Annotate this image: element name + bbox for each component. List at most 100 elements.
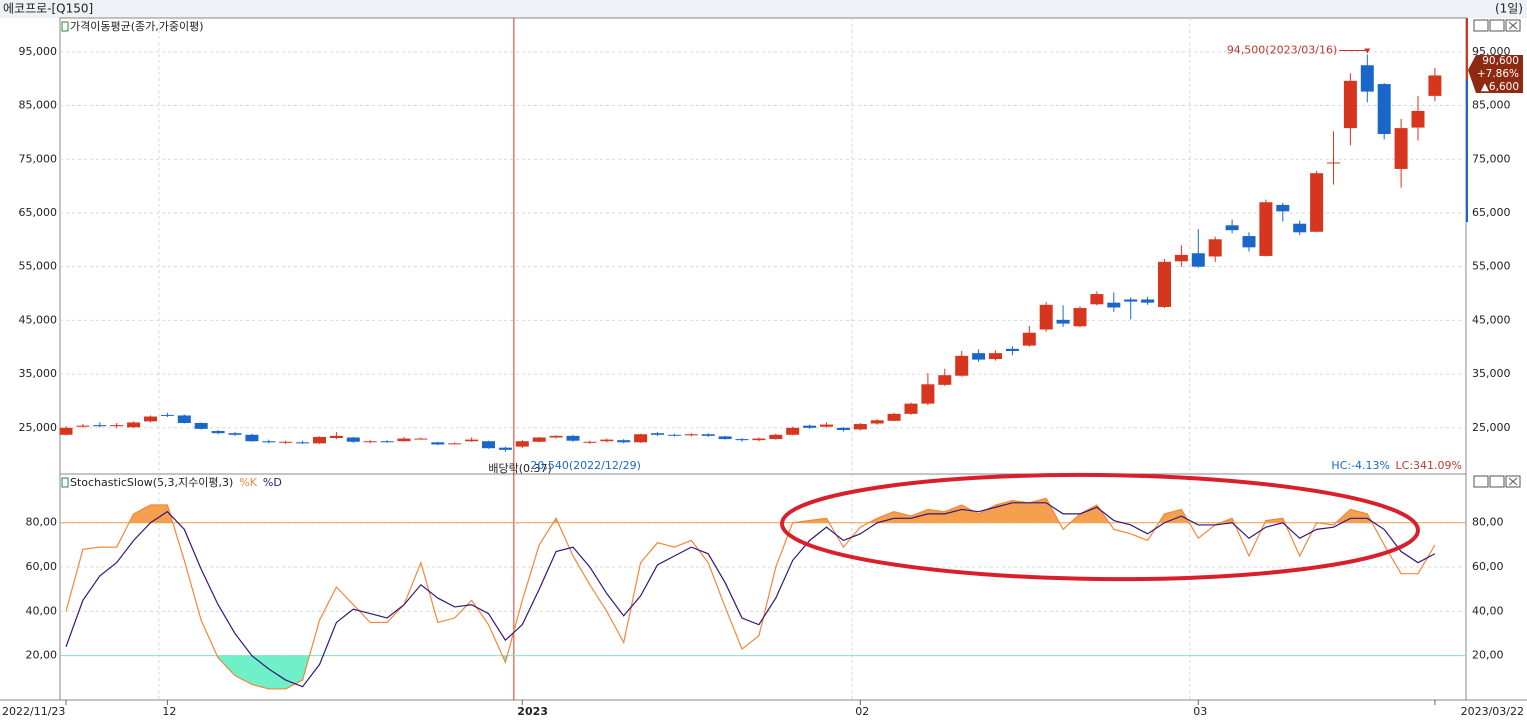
candle-body <box>211 431 225 434</box>
y-tick-label-right: 20,00 <box>1472 649 1504 662</box>
candle-body <box>1394 128 1408 169</box>
title-bar <box>0 0 1527 18</box>
candle-body <box>414 438 428 440</box>
candle-body <box>313 436 326 444</box>
badge-price: 90,600 <box>1482 55 1519 67</box>
candle-body <box>1343 80 1357 129</box>
candle-body <box>177 415 191 423</box>
stochastic-title: StochasticSlow(5,3,지수이평,3) <box>70 476 233 489</box>
period-label: (1일) <box>1495 2 1523 16</box>
series-line <box>65 497 1436 690</box>
candle-body <box>1242 236 1256 248</box>
candle-body <box>93 425 107 427</box>
candle-body <box>1124 299 1138 302</box>
candle-body <box>887 413 901 421</box>
candle-body <box>1141 299 1155 303</box>
max-marker-arrow <box>1364 48 1371 54</box>
candle-body <box>228 433 242 435</box>
candle-body <box>938 375 952 385</box>
candle-body <box>684 434 698 436</box>
candle-body <box>482 441 495 449</box>
legend-entry: %K <box>239 476 257 489</box>
oversold-fill <box>217 655 508 689</box>
y-tick-label-right: 80,00 <box>1472 516 1504 529</box>
candle-body <box>498 447 512 450</box>
candle-body <box>1377 84 1391 135</box>
candle-body <box>380 441 394 443</box>
y-tick-label: 55,000 <box>19 260 58 273</box>
candle-body <box>769 434 783 440</box>
candle-body <box>735 439 749 441</box>
y-tick-label-right: 85,000 <box>1472 99 1511 112</box>
candle-body <box>1225 225 1239 231</box>
y-tick-label: 75,000 <box>19 152 58 165</box>
lc-label: LC:341.09% <box>1396 459 1462 472</box>
candle-body <box>651 433 664 435</box>
y-tick-label: 40,00 <box>26 604 58 617</box>
candle-body <box>1039 304 1053 330</box>
candle-body <box>1276 204 1290 212</box>
candle-body <box>296 442 310 444</box>
price-panel-controls[interactable] <box>1473 19 1521 32</box>
candle-body <box>363 441 377 443</box>
candle-body <box>600 439 614 442</box>
y-tick-label-right: 55,000 <box>1472 260 1511 273</box>
candle-body <box>1158 261 1171 307</box>
candle-body <box>1005 348 1019 352</box>
y-tick-label: 80,00 <box>26 516 58 529</box>
candle-body <box>1411 110 1425 128</box>
max-label: 94,500(2023/03/16) <box>1227 44 1337 57</box>
y-tick-label-right: 25,000 <box>1472 421 1511 434</box>
candle-body <box>583 441 597 443</box>
candle-body <box>397 438 411 442</box>
y-tick-label: 20,00 <box>26 649 58 662</box>
candle-body <box>194 422 208 429</box>
badge-change-pct: +7.86% <box>1477 68 1519 80</box>
y-tick-label-right: 95,000 <box>1472 45 1511 58</box>
y-tick-label: 25,000 <box>19 421 58 434</box>
price-legend: 가격이동평균(종가,가중이평) <box>70 20 204 33</box>
candle-body <box>515 441 529 447</box>
candle-body <box>634 434 648 443</box>
candle-body <box>1327 162 1340 164</box>
candle-body <box>870 420 884 424</box>
series-line <box>65 502 1436 688</box>
x-tick-label: 2023/03/22 <box>1461 705 1524 718</box>
candle-body <box>955 355 969 376</box>
y-tick-label-right: 40,00 <box>1472 604 1504 617</box>
y-tick-label-right: 65,000 <box>1472 206 1511 219</box>
candle-body <box>701 434 715 436</box>
candle-body <box>1360 65 1374 92</box>
y-tick-label: 45,000 <box>19 313 58 326</box>
candle-body <box>262 441 276 443</box>
candle-body <box>786 427 800 435</box>
candle-body <box>1090 294 1104 305</box>
y-tick-label: 85,000 <box>19 99 58 112</box>
candle-body <box>160 414 174 416</box>
candle-body <box>144 416 157 422</box>
candle-body <box>836 427 850 430</box>
candle-body <box>617 440 631 443</box>
candle-body <box>904 403 918 414</box>
candle-body <box>245 434 259 442</box>
candle-body <box>752 438 766 441</box>
candle-body <box>1310 173 1324 232</box>
candle-body <box>1208 239 1222 257</box>
x-tick-label: 2022/11/23 <box>2 705 65 718</box>
candle-body <box>820 424 833 427</box>
candle-body <box>549 435 563 438</box>
x-tick-label: 2023 <box>517 705 548 718</box>
candle-body <box>1073 308 1087 327</box>
candle-body <box>465 439 479 442</box>
y-tick-label: 60,00 <box>26 560 58 573</box>
stochastic-panel-controls[interactable] <box>1473 475 1521 488</box>
candle-body <box>329 435 343 439</box>
candle-body <box>1428 75 1442 96</box>
candle-body <box>127 422 141 428</box>
candle-body <box>346 437 360 442</box>
candle-body <box>110 425 124 427</box>
candle-body <box>431 442 445 445</box>
y-tick-label: 65,000 <box>19 206 58 219</box>
candle-body <box>853 424 867 430</box>
candle-body <box>1191 253 1205 267</box>
